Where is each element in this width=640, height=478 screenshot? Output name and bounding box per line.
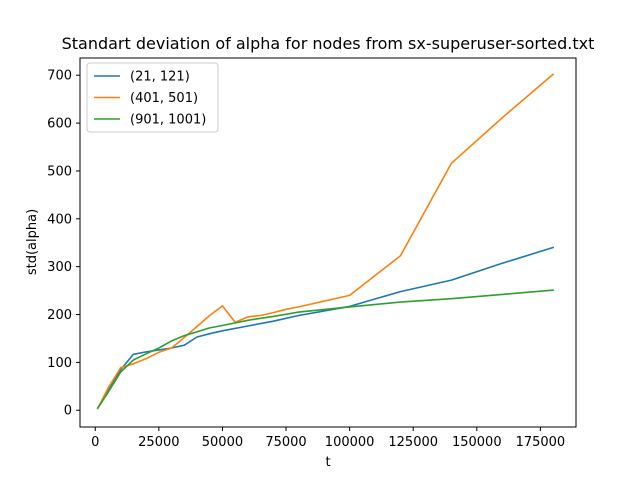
x-tick-label: 175000 (516, 435, 566, 450)
legend: (21, 121) (401, 501) (901, 1001) (86, 62, 219, 133)
y-axis: 0 100 200 300 400 500 600 700 (47, 69, 80, 419)
series-line-2 (96, 73, 555, 410)
axes-frame (79, 57, 577, 428)
y-tick-label: 600 (47, 117, 72, 132)
y-tick-label: 500 (47, 164, 72, 179)
y-tick-label: 700 (47, 69, 72, 84)
x-tick-label: 100000 (325, 435, 375, 450)
plot-area (96, 73, 555, 410)
x-axis-label: t (325, 455, 330, 470)
chart-title: Standart deviation of alpha for nodes fr… (62, 34, 595, 53)
series-line-1 (96, 246, 555, 410)
y-tick-label: 200 (47, 308, 72, 323)
series-line-3 (96, 289, 554, 410)
y-tick-label: 400 (47, 212, 72, 227)
legend-box (86, 62, 219, 133)
x-tick-label: 50000 (202, 435, 243, 450)
x-axis: 0 25000 50000 75000 100000 125000 150000 175000 (91, 427, 565, 450)
x-tick-label: 75000 (265, 435, 306, 450)
y-axis-label: std(alpha) (25, 209, 40, 275)
y-tick-label: 100 (47, 356, 72, 371)
x-tick-label: 0 (91, 435, 99, 450)
y-tick-label: 0 (64, 404, 72, 419)
y-tick-label: 300 (47, 260, 72, 275)
x-tick-label: 25000 (138, 435, 179, 450)
legend-entry: (401, 501) (130, 91, 198, 106)
x-tick-label: 125000 (388, 435, 438, 450)
legend-entry: (901, 1001) (130, 113, 206, 128)
legend-entry: (21, 121) (130, 70, 190, 85)
x-tick-label: 150000 (452, 435, 502, 450)
